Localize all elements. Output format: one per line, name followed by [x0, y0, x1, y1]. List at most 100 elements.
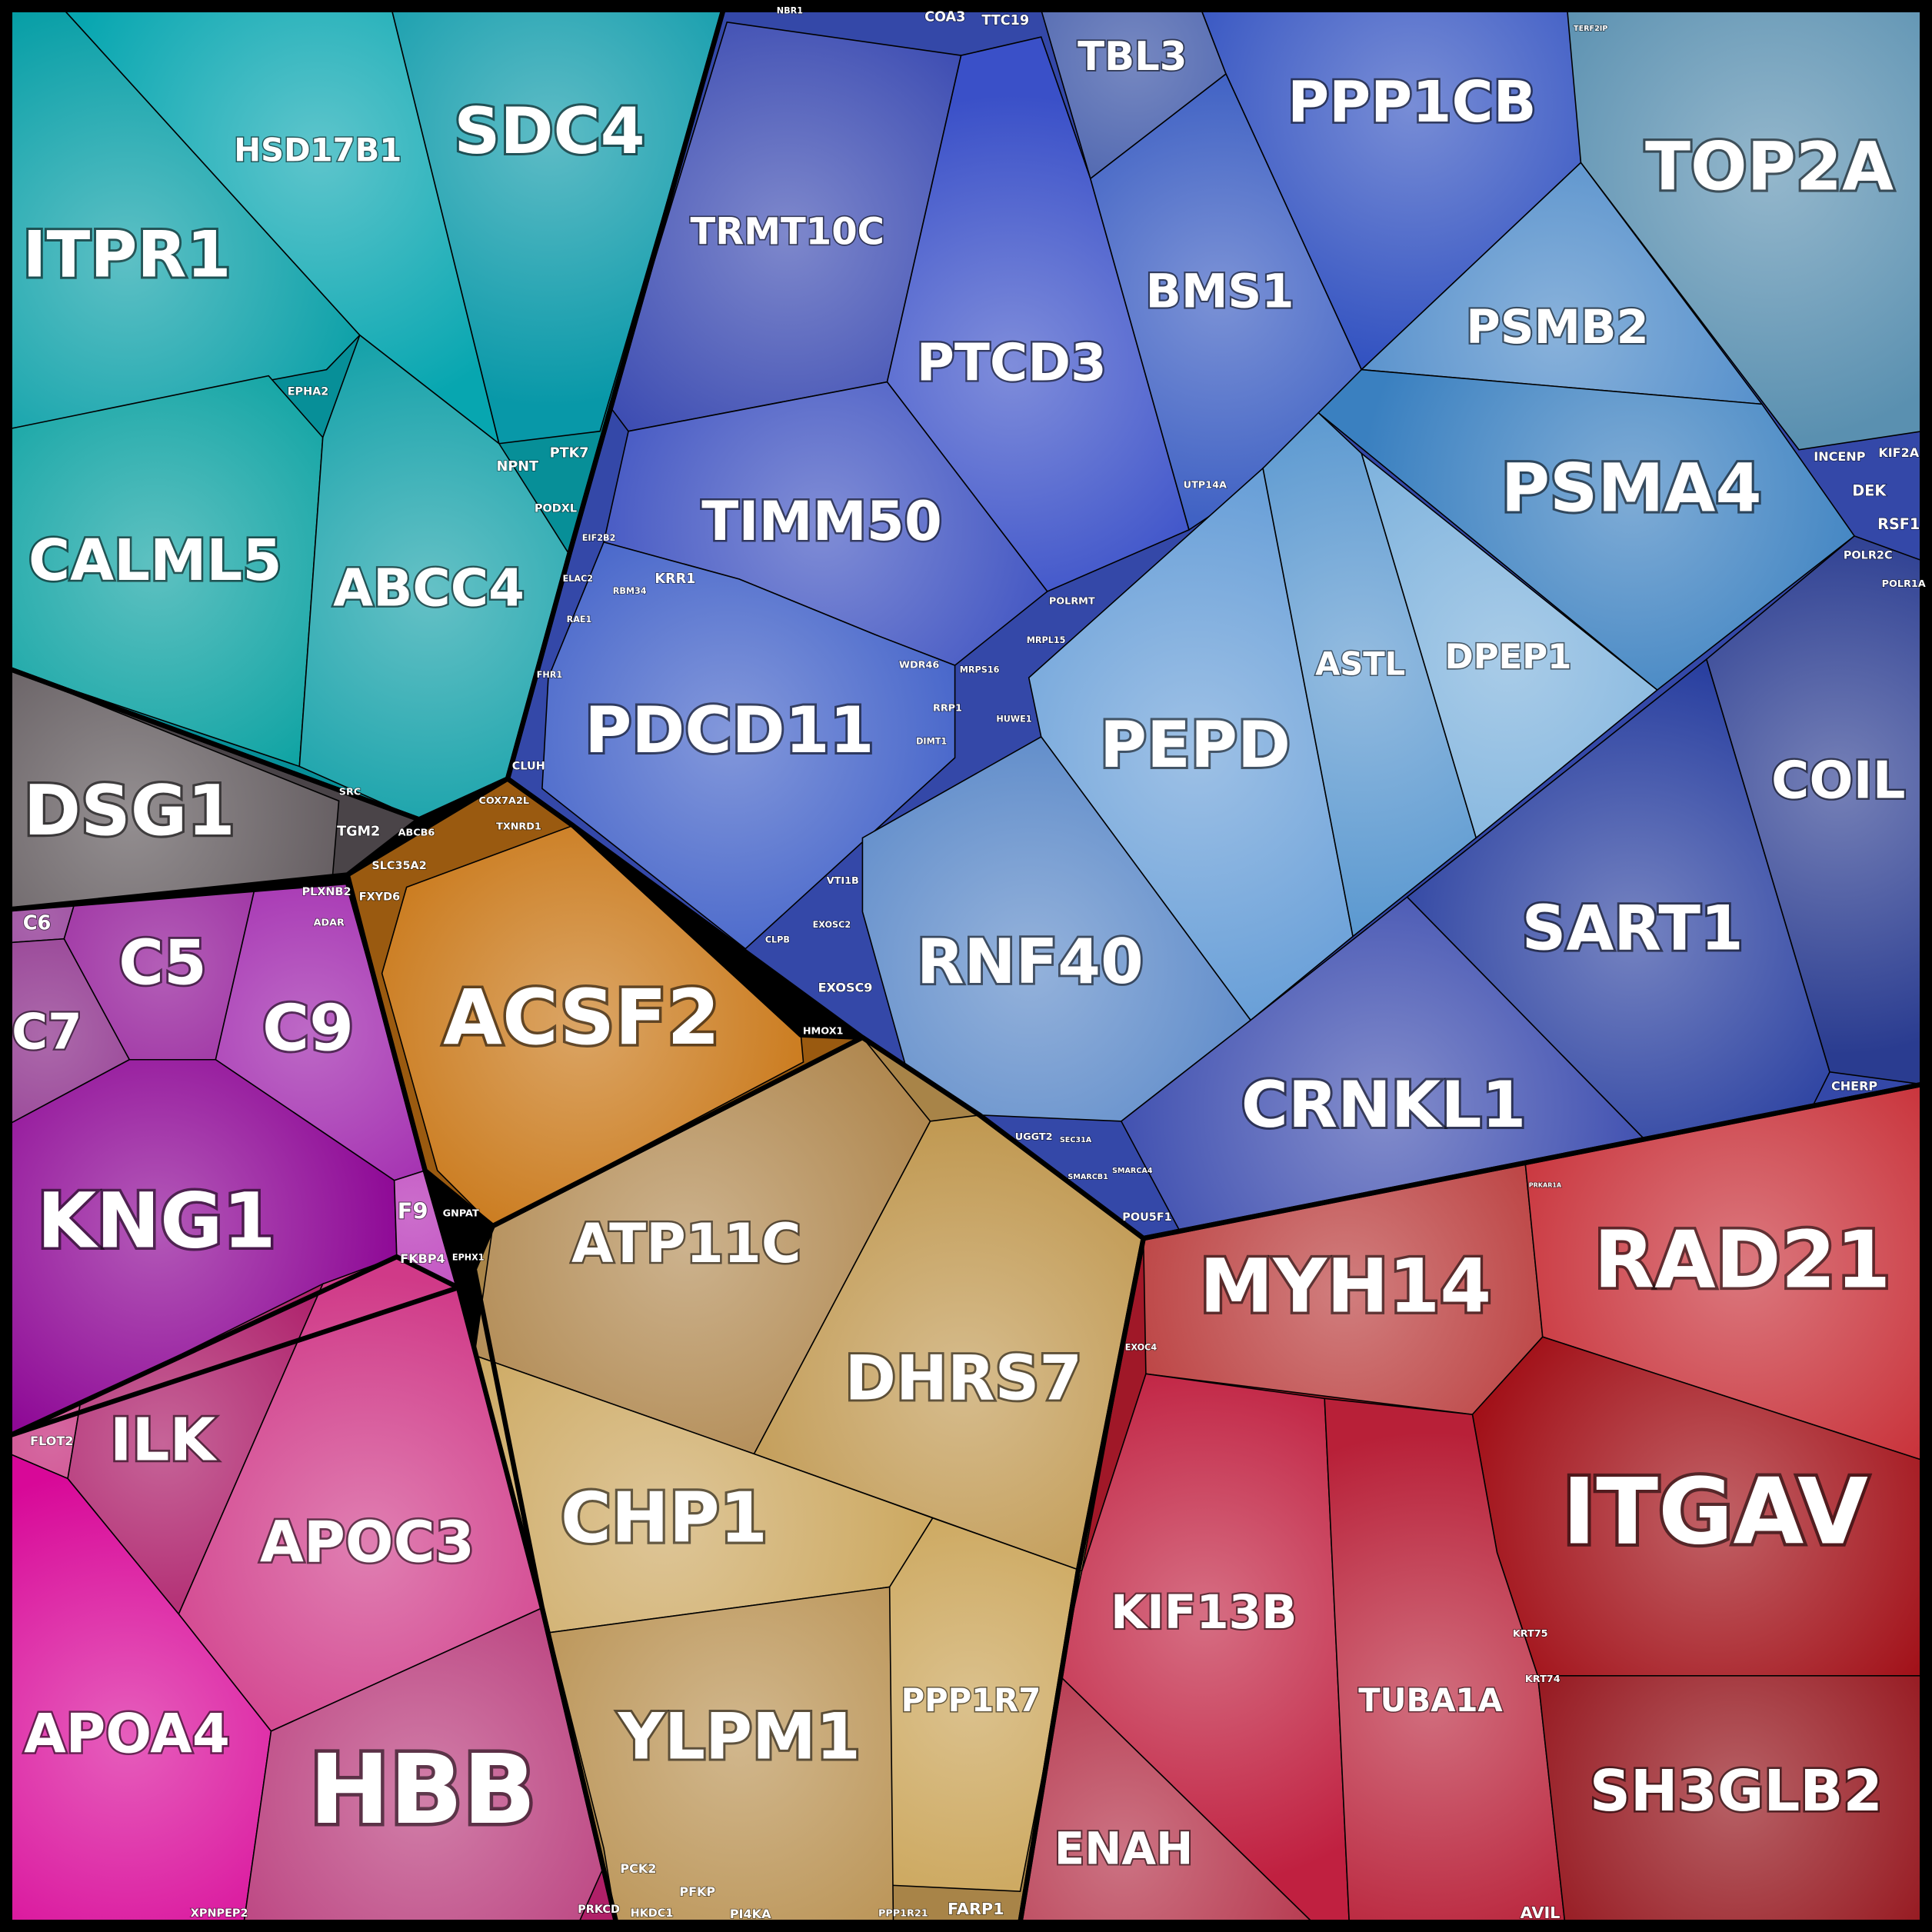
cell-label: SEC31A — [1060, 1136, 1092, 1144]
cell-label: RSF1 — [1877, 515, 1920, 533]
cell-label: HUWE1 — [996, 715, 1031, 724]
cell-label: PRKCD — [578, 1904, 620, 1916]
cell-label: POLR1A — [1882, 578, 1926, 590]
cell-label: PEPD — [1100, 708, 1291, 782]
group-outline — [1018, 1081, 1925, 1925]
cell-label: DEK — [1852, 482, 1887, 500]
cell-label: C9 — [262, 991, 354, 1065]
cell-label: YLPM1 — [618, 1700, 861, 1774]
cell-label: APOC3 — [260, 1511, 475, 1576]
cell-label: SART1 — [1522, 893, 1744, 964]
cell-label: TBL3 — [1078, 34, 1187, 80]
cell-label: ELAC2 — [563, 574, 593, 584]
cell-label: KIF13B — [1111, 1585, 1297, 1640]
cell-label: PI4KA — [730, 1907, 771, 1921]
cell-label: HBB — [309, 1734, 536, 1846]
cell — [888, 1517, 1083, 1892]
cell-label: PPP1CB — [1287, 70, 1537, 135]
cell-label: HKDC1 — [631, 1907, 674, 1920]
cell-label: EIF2B2 — [582, 533, 616, 543]
cell-label: TXNRD1 — [496, 821, 541, 832]
cell-label: ASTL — [1315, 645, 1405, 683]
cell-label: DPEP1 — [1444, 636, 1571, 677]
cell-label: FXYD6 — [359, 891, 400, 903]
cell-label: KRT75 — [1513, 1628, 1548, 1640]
cell-label: FARP1 — [948, 1900, 1004, 1918]
cell — [1317, 368, 1856, 691]
cell-label: PTCD3 — [917, 332, 1107, 392]
cell-label: GNPAT — [443, 1208, 479, 1220]
cell-label: TUBA1A — [1358, 1681, 1503, 1719]
cell — [861, 735, 1252, 1122]
cell-label: ITPR1 — [23, 217, 232, 291]
cell-label: SH3GLB2 — [1590, 1759, 1883, 1824]
cell-label: RAE1 — [567, 615, 592, 625]
cell-label: PPP1R7 — [901, 1681, 1041, 1719]
cell-label: DIMT1 — [916, 736, 947, 746]
cell-label: ABCC4 — [333, 558, 525, 618]
cell-label: XPNPEP2 — [191, 1907, 248, 1920]
cell-label: C7 — [12, 1004, 82, 1061]
cell-label: EPHA2 — [288, 385, 329, 398]
cell-label: RBM34 — [613, 586, 647, 596]
cell-label: MYH14 — [1200, 1243, 1491, 1329]
cell-label: RRP1 — [933, 703, 962, 715]
cell-label: EXOSC2 — [813, 920, 851, 930]
cell-label: POLR2C — [1844, 550, 1893, 562]
cell-label: KIF2A — [1878, 445, 1919, 460]
cell-label: PDCD11 — [585, 693, 874, 768]
cell-label: CRNKL1 — [1241, 1068, 1527, 1142]
cell-label: SMARCA4 — [1112, 1167, 1153, 1175]
cell-label: PRKAR1A — [1529, 1182, 1562, 1189]
cell-label: EXOSC9 — [818, 980, 873, 994]
cell-label: UTP14A — [1184, 480, 1227, 491]
cell-label: MRPL15 — [1027, 635, 1066, 645]
cell-label: EXOC4 — [1125, 1343, 1158, 1353]
group-outline — [505, 7, 1925, 1241]
cell — [1360, 451, 1659, 839]
cell-label: TRMT10C — [690, 210, 884, 253]
cell-label: SLC35A2 — [371, 860, 426, 872]
cell-label: DSG1 — [24, 771, 235, 851]
cell-label: ABCB6 — [398, 827, 435, 838]
cell-label: ITGAV — [1562, 1458, 1868, 1564]
cell-label: POU5F1 — [1122, 1211, 1171, 1224]
cell-label: CALML5 — [28, 528, 282, 594]
cell — [1028, 467, 1354, 1021]
cell-label: EPHX1 — [452, 1253, 485, 1263]
cell-label: CLPB — [765, 934, 790, 944]
cell-label: TOP2A — [1645, 129, 1894, 206]
cell-label: VTI1B — [827, 875, 859, 887]
cell-label: PPP1R21 — [878, 1907, 928, 1919]
cell-label: TIMM50 — [701, 490, 942, 553]
cell-label: PCK2 — [620, 1861, 656, 1876]
cell-label: FKBP4 — [400, 1251, 445, 1266]
cell-label: WDR46 — [899, 660, 939, 671]
cell-label: PSMA4 — [1501, 451, 1762, 528]
cell-label: PODXL — [535, 503, 577, 515]
cell-label: INCENP — [1814, 449, 1865, 464]
cell-label: RAD21 — [1594, 1215, 1890, 1307]
cell — [541, 541, 956, 950]
cell-label: ACSF2 — [443, 974, 720, 1062]
cell-label: CHERP — [1831, 1079, 1877, 1094]
cell-label: ADAR — [314, 917, 345, 928]
cell-label: KNG1 — [37, 1177, 276, 1265]
cell-label: HSD17B1 — [234, 132, 401, 169]
cell-label: COIL — [1771, 750, 1905, 810]
cell-label: PFKP — [679, 1884, 715, 1899]
cell-label: UGGT2 — [1015, 1131, 1053, 1143]
cell-label: FHR1 — [537, 670, 563, 680]
cell-label: TGM2 — [337, 824, 380, 839]
cell-label: DHRS7 — [844, 1342, 1082, 1414]
cell-label: RNF40 — [917, 926, 1144, 998]
cell-label: TTC19 — [981, 13, 1029, 28]
cell-label: BMS1 — [1145, 264, 1294, 318]
cell-label: CLUH — [512, 760, 545, 772]
cell-label: ENAH — [1054, 1822, 1194, 1874]
cell-label: ATP11C — [571, 1212, 801, 1275]
cell-label: SMARCB1 — [1068, 1173, 1108, 1181]
cell-label: COA3 — [924, 9, 965, 25]
cell-label: AVIL — [1521, 1904, 1561, 1922]
